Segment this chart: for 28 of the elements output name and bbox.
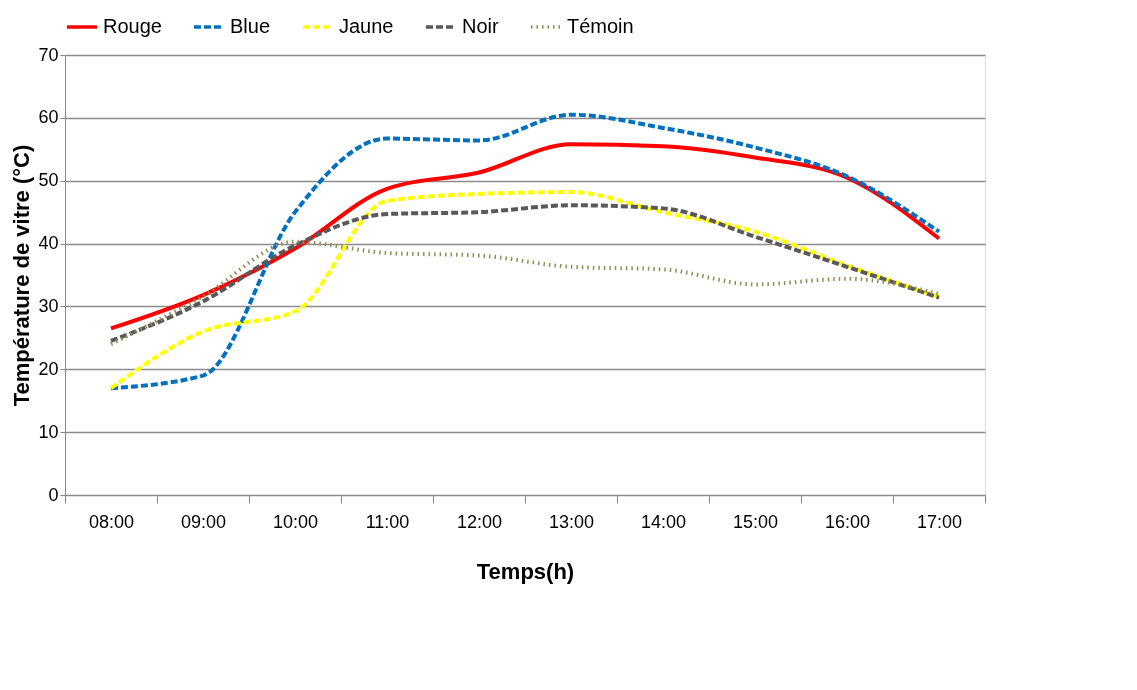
y-tick-label: 70 bbox=[38, 44, 59, 65]
x-tick-label: 17:00 bbox=[916, 511, 963, 532]
line-series bbox=[109, 239, 941, 347]
legend-label: Témoin bbox=[567, 15, 634, 37]
x-axis-title: Temps(h) bbox=[476, 558, 575, 584]
y-tick-label: 10 bbox=[38, 421, 59, 442]
x-tick-label: 12:00 bbox=[456, 511, 503, 532]
x-tick-label: 11:00 bbox=[365, 511, 410, 532]
x-tick-label: 14:00 bbox=[640, 511, 687, 532]
y-tick-label: 60 bbox=[38, 107, 59, 128]
legend-label: Rouge bbox=[103, 15, 162, 37]
line-series bbox=[109, 112, 941, 391]
y-tick-label: 0 bbox=[48, 484, 59, 505]
legend-label: Blue bbox=[230, 15, 271, 37]
x-tick-label: 13:00 bbox=[548, 511, 595, 532]
y-axis-title: Température de vitre (°C) bbox=[9, 144, 35, 407]
x-tick-label: 10:00 bbox=[272, 511, 319, 532]
x-tick-label: 09:00 bbox=[180, 511, 227, 532]
legend-label: Noir bbox=[462, 15, 500, 37]
y-tick-label: 40 bbox=[38, 233, 59, 254]
y-tick-label: 50 bbox=[38, 170, 59, 191]
x-tick-label: 15:00 bbox=[732, 511, 779, 532]
y-tick-label: 20 bbox=[38, 358, 59, 379]
legend-label: Jaune bbox=[339, 15, 394, 37]
y-tick-label: 30 bbox=[38, 295, 59, 316]
line-series bbox=[109, 203, 941, 343]
x-tick-label: 16:00 bbox=[824, 511, 871, 532]
x-tick-label: 08:00 bbox=[88, 511, 135, 532]
